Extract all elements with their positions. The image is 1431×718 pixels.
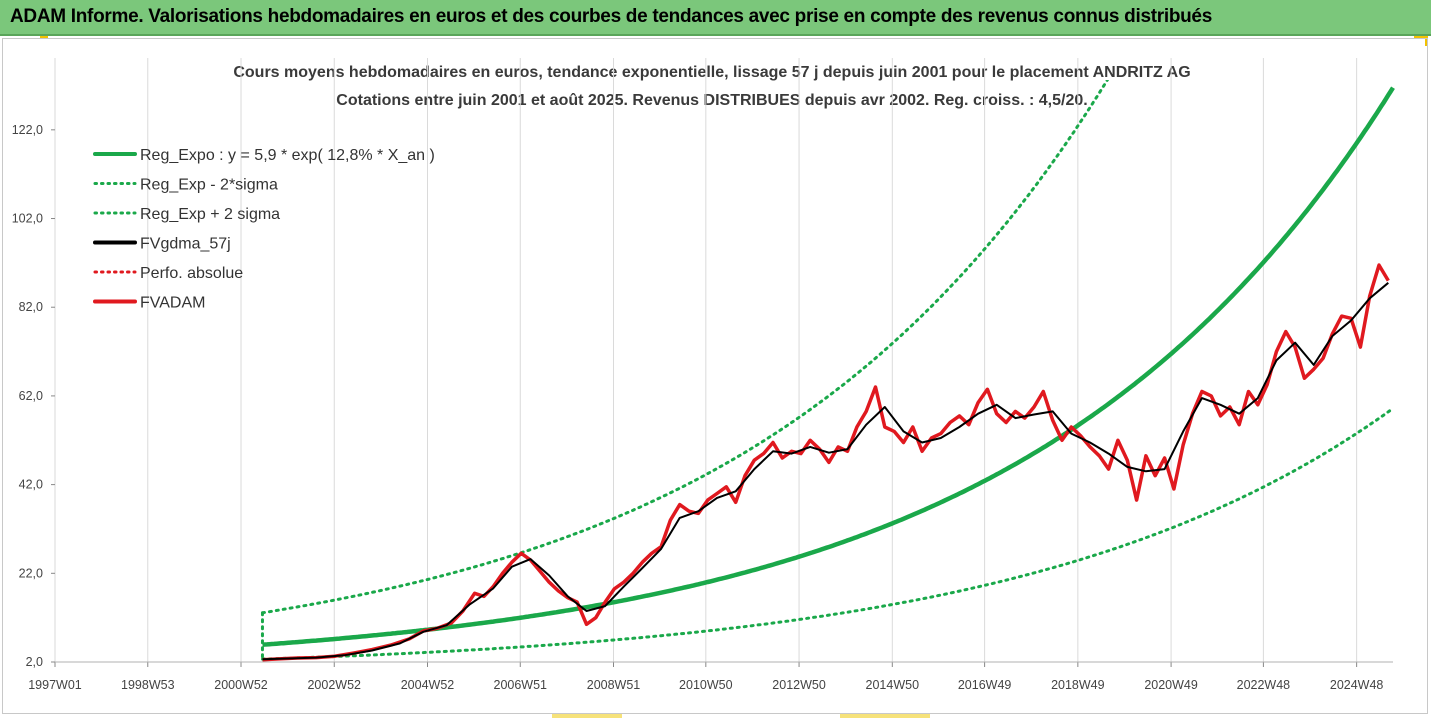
x-tick-label: 2008W51	[587, 678, 641, 692]
reg-exp-plus-2sigma-line	[261, 80, 1110, 615]
x-tick-label: 2018W49	[1051, 678, 1105, 692]
x-tick-label: 2006W51	[494, 678, 548, 692]
x-tick-label: 2002W52	[307, 678, 361, 692]
chart-frame	[2, 38, 1428, 714]
chart-title: Cours moyens hebdomadaires en euros, ten…	[233, 64, 1190, 81]
x-tick-label: 2024W48	[1330, 678, 1384, 692]
y-tick-label: 22,0	[19, 566, 43, 580]
legend-label: FVADAM	[140, 295, 205, 312]
fvgdma-57j-line	[262, 282, 1389, 661]
reg-exp-minus-2sigma-line	[261, 407, 1395, 661]
legend: Reg_Expo : y = 5,9 * exp( 12,8% * X_an )…	[93, 147, 435, 312]
corner-accent-right-vertical	[1425, 36, 1428, 46]
regression-group	[260, 80, 1395, 663]
fvadam-line	[262, 263, 1390, 662]
series-layer	[260, 80, 1395, 663]
bottom-accent-left	[552, 714, 622, 718]
reg-expo-line	[262, 86, 1395, 647]
x-tick-label: 1998W53	[121, 678, 175, 692]
y-tick-label: 82,0	[19, 300, 43, 314]
report-title: ADAM Informe. Valorisations hebdomadaire…	[10, 6, 1212, 27]
x-tick-label: 2004W52	[401, 678, 455, 692]
x-tick-label: 2022W48	[1237, 678, 1291, 692]
legend-label: Perfo. absolue	[140, 265, 243, 282]
legend-label: Reg_Expo : y = 5,9 * exp( 12,8% * X_an )	[140, 147, 435, 164]
y-tick-label: 62,0	[19, 389, 43, 403]
y-tick-label: 2,0	[26, 655, 43, 669]
x-tick-label: 2010W50	[679, 678, 733, 692]
corner-accent-left	[40, 36, 48, 39]
grid	[54, 58, 1358, 662]
corner-accent-right	[1414, 36, 1428, 39]
bottom-accent-right	[840, 714, 930, 718]
report-banner: ADAM Informe. Valorisations hebdomadaire…	[0, 0, 1431, 36]
y-tick-label: 42,0	[19, 478, 43, 492]
legend-label: FVgdma_57j	[140, 236, 231, 253]
y-tick-label: 122,0	[12, 123, 43, 137]
x-tick-label: 2020W49	[1144, 678, 1198, 692]
x-tick-label: 2016W49	[958, 678, 1012, 692]
x-tick-label: 2000W52	[214, 678, 268, 692]
y-tick-label: 102,0	[12, 212, 43, 226]
chart-subtitle: Cotations entre juin 2001 et août 2025. …	[336, 92, 1087, 109]
x-tick-label: 1997W01	[28, 678, 82, 692]
x-tick-label: 2012W50	[772, 678, 826, 692]
axes: 1997W01 1998W53 2000W52 2002W52 2004W52 2006W…	[12, 123, 1393, 692]
legend-label: Reg_Exp - 2*sigma	[140, 177, 278, 194]
x-tick-label: 2014W50	[866, 678, 920, 692]
legend-label: Reg_Exp + 2 sigma	[140, 206, 280, 223]
